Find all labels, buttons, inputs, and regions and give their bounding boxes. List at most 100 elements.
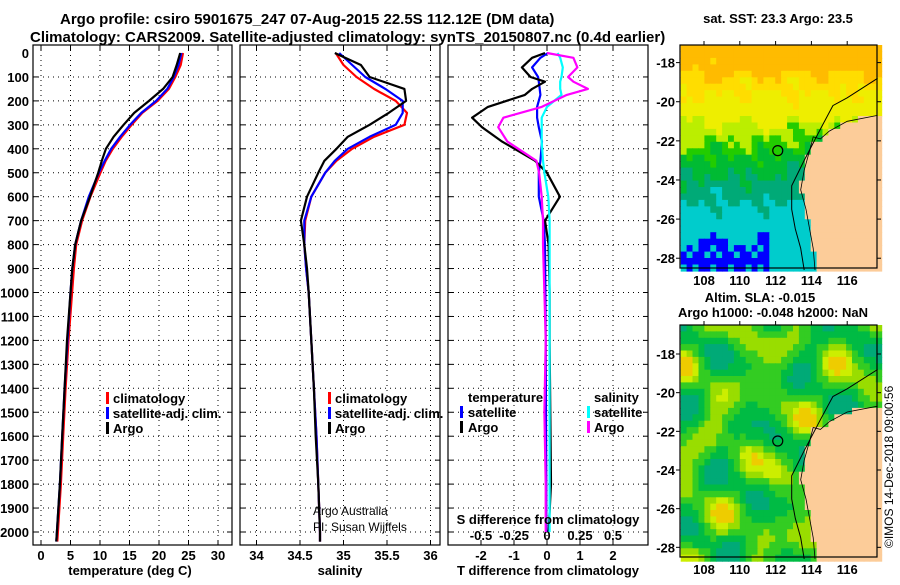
land-cell	[863, 225, 871, 233]
map-cell	[863, 382, 871, 390]
map-cell	[745, 70, 753, 78]
map-cell	[680, 471, 688, 479]
land-cell	[857, 471, 865, 479]
land-cell	[875, 484, 883, 492]
map-cell	[793, 161, 800, 169]
map-cell	[804, 109, 812, 117]
map-cell	[869, 350, 877, 358]
land-cell	[804, 206, 812, 214]
map-cell	[733, 541, 741, 549]
land-cell	[810, 238, 818, 246]
map-cell	[728, 122, 735, 130]
map-cell	[704, 541, 711, 549]
map-cell	[728, 174, 735, 182]
land-cell	[804, 167, 812, 175]
land-cell	[846, 420, 853, 428]
map-cell	[698, 401, 705, 409]
map-cell	[810, 57, 818, 65]
map-cell	[751, 154, 759, 162]
map-cell	[852, 90, 859, 98]
land-cell	[857, 465, 865, 473]
map-cell	[798, 199, 806, 207]
map-cell	[787, 187, 794, 195]
map-cell	[852, 369, 859, 377]
land-cell	[816, 548, 824, 556]
map-cell	[686, 103, 694, 111]
land-cell	[875, 529, 883, 537]
land-cell	[869, 529, 877, 537]
map-cell	[716, 325, 723, 332]
map-cell	[704, 439, 711, 447]
map-cell	[686, 344, 694, 352]
map-cell	[757, 258, 764, 266]
map-cell	[846, 356, 853, 364]
map-cell	[722, 356, 729, 364]
map-cell	[686, 350, 694, 358]
land-cell	[828, 161, 835, 169]
land-cell	[828, 420, 835, 428]
map-cell	[686, 459, 694, 466]
map-cell	[739, 122, 747, 130]
map-cell	[846, 96, 853, 104]
map-cell	[787, 401, 794, 409]
map-cell	[704, 529, 711, 537]
map-cell	[852, 57, 859, 65]
map-cell	[775, 503, 782, 511]
map-cell	[798, 510, 806, 517]
map-cell	[680, 174, 688, 182]
land-cell	[840, 245, 847, 253]
map-cell	[751, 135, 759, 143]
map-cell	[704, 478, 711, 486]
map-cell	[710, 516, 717, 524]
map-cell	[704, 232, 711, 240]
map-cell	[680, 180, 688, 188]
map-cell	[745, 109, 753, 117]
map-cell	[775, 554, 782, 562]
map-cell	[763, 356, 770, 364]
map-cell	[757, 516, 764, 524]
map-cell	[869, 45, 877, 53]
map-cell	[763, 245, 770, 253]
map-cell	[716, 420, 723, 428]
land-cell	[857, 148, 865, 156]
land-cell	[816, 427, 824, 435]
land-cell	[863, 238, 871, 246]
map-cell	[698, 407, 705, 415]
map-cell	[728, 433, 735, 441]
map-cell	[751, 51, 759, 59]
map-cell	[751, 64, 759, 72]
land-cell	[857, 497, 865, 505]
map-cell	[680, 238, 688, 246]
map-cell	[692, 452, 699, 460]
map-cell	[739, 497, 747, 505]
map-cell	[733, 219, 741, 227]
land-cell	[822, 554, 829, 562]
map-cell	[787, 96, 794, 104]
map-cell	[828, 83, 835, 91]
map-cell	[698, 465, 705, 473]
map-cell	[745, 407, 753, 415]
map-cell	[787, 148, 794, 156]
map-cell	[680, 369, 688, 377]
map-cell	[698, 154, 705, 162]
map-cell	[686, 77, 694, 85]
map-cell	[787, 225, 794, 233]
land-cell	[846, 180, 853, 188]
map-cell	[710, 64, 717, 72]
depth-tick-label: 1500	[0, 405, 29, 420]
map-cell	[751, 245, 759, 253]
map-cell	[804, 325, 812, 332]
legend-swatch-satellite	[328, 407, 331, 419]
map-cell	[698, 344, 705, 352]
map-cell	[769, 135, 776, 143]
map-cell	[816, 401, 824, 409]
map-cell	[751, 478, 759, 486]
map-cell	[733, 109, 741, 117]
map-cell	[822, 96, 829, 104]
map-cell	[751, 148, 759, 156]
map-cell	[787, 141, 794, 149]
map-cell	[793, 109, 800, 117]
map-cell	[828, 45, 835, 53]
map-cell	[793, 427, 800, 435]
map-cell	[680, 128, 688, 136]
